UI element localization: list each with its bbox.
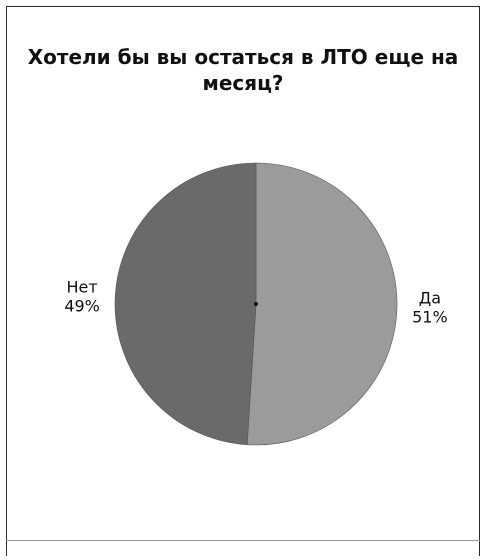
pie-slice-1 (114, 162, 257, 446)
pie-label-name-1: Нет (66, 278, 97, 297)
pie-label-value-1: 49% (64, 297, 100, 316)
pie-label-value-0: 51% (412, 308, 448, 327)
pie-slices (114, 162, 398, 446)
pie-center-dot (254, 302, 258, 306)
pie-label-0: Да 51% (412, 289, 448, 327)
pie-labels: Да 51% Нет 49% (64, 278, 447, 327)
pie-label-name-0: Да (419, 289, 441, 308)
pie-label-1: Нет 49% (64, 278, 100, 316)
chart-frame (6, 6, 480, 556)
bottom-divider (6, 540, 480, 541)
pie-slice-0 (246, 162, 398, 446)
chart-title: Хотели бы вы остаться в ЛТО еще на месяц… (27, 45, 459, 95)
